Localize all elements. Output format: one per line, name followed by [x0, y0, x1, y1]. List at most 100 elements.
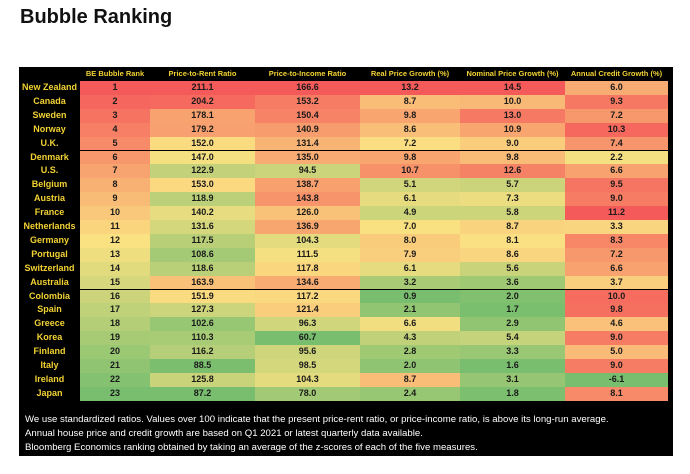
- country-label: U.S.: [40, 165, 59, 176]
- column-header: BE Bubble Rank: [85, 69, 145, 78]
- table-cell: 4.6: [565, 317, 668, 332]
- table-cell: 116.2: [150, 345, 255, 359]
- table-cell: 118.9: [150, 192, 255, 207]
- table-cell: 140.9: [255, 122, 360, 137]
- table-cell: 121.4: [255, 303, 360, 318]
- table-cell: 87.2: [150, 386, 255, 401]
- table-cell: 7.2: [565, 247, 668, 262]
- table-cell: 8.1: [565, 386, 668, 401]
- country-label: Australia: [30, 276, 69, 287]
- table-cell: 153.0: [150, 178, 255, 193]
- table-cell: 21: [80, 359, 150, 373]
- table-cell: 166.6: [255, 81, 360, 95]
- country-label: Ireland: [34, 373, 65, 384]
- table-cell: 151.9: [150, 289, 255, 304]
- table-cell: 110.3: [150, 331, 255, 346]
- table-cell: 7.2: [565, 108, 668, 123]
- table-cell: 3.6: [460, 275, 565, 290]
- table-cell: 88.5: [150, 359, 255, 373]
- table-cell: 13: [80, 247, 150, 262]
- country-label: Canada: [33, 95, 66, 106]
- column-header: Price-to-Rent Ratio: [168, 69, 237, 78]
- table-cell: 5.6: [460, 261, 565, 276]
- table-cell: 9: [80, 192, 150, 207]
- table-cell: 131.4: [255, 136, 360, 151]
- table-cell: 10.3: [565, 122, 668, 137]
- table-cell: 17: [80, 303, 150, 318]
- country-label: New Zealand: [21, 82, 77, 92]
- country-label: Germany: [29, 234, 70, 245]
- table-cell: 152.0: [150, 136, 255, 151]
- table-cell: 2.1: [360, 303, 460, 318]
- table-cell: 3.2: [360, 275, 460, 290]
- table-cell: 2.0: [360, 359, 460, 373]
- table-cell: 2.4: [360, 386, 460, 401]
- table-cell: 7: [80, 164, 150, 179]
- table-cell: 78.0: [255, 386, 360, 401]
- country-label: Korea: [36, 332, 63, 343]
- table-cell: 2.9: [460, 317, 565, 332]
- table-cell: 204.2: [150, 94, 255, 109]
- table-cell: 127.3: [150, 303, 255, 318]
- column-header: Nominal Price Growth (%): [466, 69, 559, 78]
- table-cell: 60.7: [255, 331, 360, 346]
- table-cell: 2.0: [460, 289, 565, 304]
- footnote: Annual house price and credit growth are…: [25, 428, 423, 439]
- table-cell: 108.6: [150, 247, 255, 262]
- table-cell: 10.7: [360, 164, 460, 179]
- table-cell: 4.3: [360, 331, 460, 346]
- table-cell: 9.0: [565, 192, 668, 207]
- column-header: Real Price Growth (%): [370, 69, 450, 78]
- table-cell: 7.2: [360, 136, 460, 151]
- table-cell: 5.0: [565, 345, 668, 359]
- table-cell: 19: [80, 331, 150, 346]
- table-cell: 10: [80, 206, 150, 220]
- table-cell: 8.7: [360, 94, 460, 109]
- table-cell: 6.6: [360, 317, 460, 332]
- table-cell: 3.3: [565, 220, 668, 234]
- table-cell: 96.3: [255, 317, 360, 332]
- table-cell: 6.6: [565, 261, 668, 276]
- country-label: Sweden: [32, 109, 67, 120]
- table: BE Bubble Rank Price-to-Rent Ratio Price-t…: [19, 67, 673, 456]
- table-cell: 9.3: [565, 94, 668, 109]
- table-cell: 178.1: [150, 108, 255, 123]
- table-cell: 7.9: [360, 247, 460, 262]
- title: Bubble Ranking: [20, 6, 173, 28]
- country-label: Norway: [33, 123, 66, 134]
- table-cell: 5: [80, 136, 150, 151]
- table-cell: 7.0: [360, 220, 460, 234]
- column-header: Price-to-Income Ratio: [268, 69, 347, 78]
- country-label: Spain: [37, 304, 62, 315]
- table-cell: 9.5: [565, 178, 668, 193]
- table-cell: 4.9: [360, 206, 460, 220]
- table-cell: 10.9: [460, 122, 565, 137]
- table-cell: 126.0: [255, 206, 360, 220]
- table-cell: 5.4: [460, 331, 565, 346]
- table-cell: 8: [80, 178, 150, 193]
- table-cell: 98.5: [255, 359, 360, 373]
- table-cell: 9.0: [460, 136, 565, 151]
- table-cell: 122.9: [150, 164, 255, 179]
- country-label: Greece: [34, 318, 65, 329]
- table-cell: 2.2: [565, 150, 668, 165]
- table-cell: 22: [80, 372, 150, 387]
- table-cell: 9.8: [360, 108, 460, 123]
- table-cell: 1.6: [460, 359, 565, 373]
- table-cell: 95.6: [255, 345, 360, 359]
- footnote: Bloomberg Economics ranking obtained by …: [25, 442, 478, 453]
- table-cell: 102.6: [150, 317, 255, 332]
- table-cell: 8.6: [460, 247, 565, 262]
- country-label: France: [34, 207, 65, 218]
- table-cell: 2: [80, 94, 150, 109]
- table-cell: 6.0: [565, 81, 668, 95]
- table-cell: 6.6: [565, 164, 668, 179]
- table-cell: 14: [80, 261, 150, 276]
- table-cell: 117.5: [150, 233, 255, 248]
- table-cell: 5.7: [460, 178, 565, 193]
- table-cell: 1.8: [460, 386, 565, 401]
- table-cell: 131.6: [150, 220, 255, 234]
- table-cell: 8.7: [460, 220, 565, 234]
- table-cell: 0.9: [360, 289, 460, 304]
- table-cell: 135.0: [255, 150, 360, 165]
